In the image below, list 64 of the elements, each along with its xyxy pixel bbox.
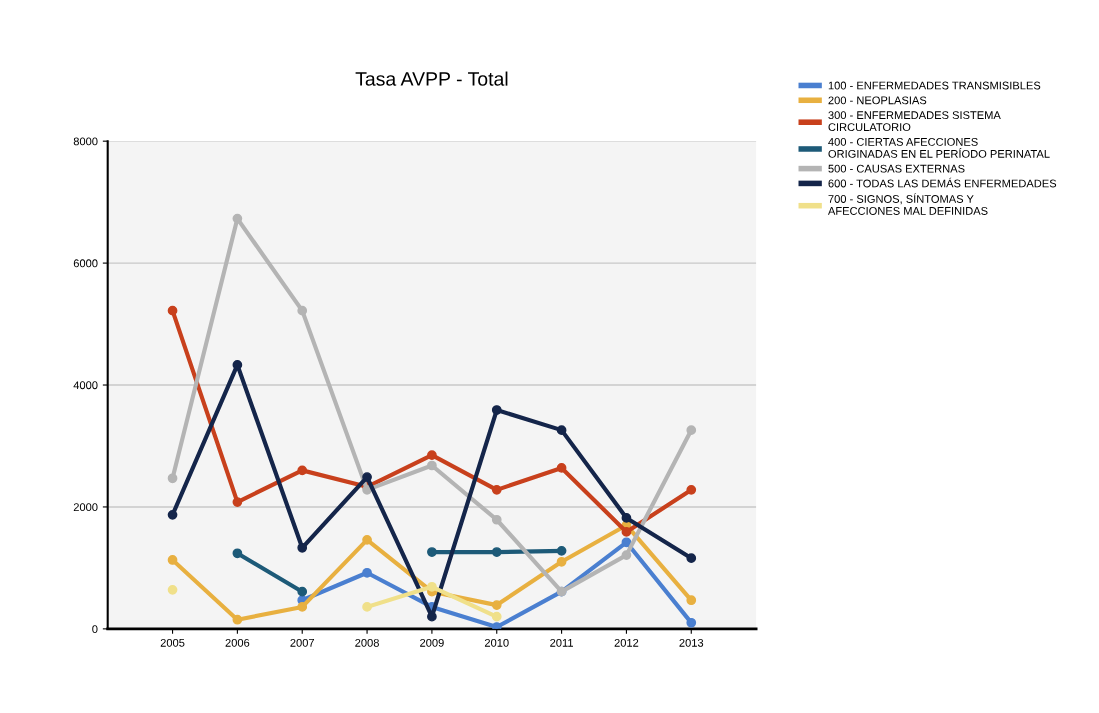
point xyxy=(686,595,697,606)
point xyxy=(427,581,437,592)
point xyxy=(167,555,178,565)
legend-label: 700 - SIGNOS, SÍNTOMAS Y AFECCIONES MAL DEFINIDAS xyxy=(827,193,988,215)
point xyxy=(491,600,502,610)
point xyxy=(621,537,632,548)
legend-label: 200 - NEOPLASIAS xyxy=(828,96,927,105)
point xyxy=(491,547,502,557)
point xyxy=(297,602,308,612)
y-tick-label: 6000 xyxy=(73,259,98,268)
point xyxy=(556,556,567,567)
point xyxy=(686,485,697,495)
x-tick-label: 2012 xyxy=(614,638,639,647)
point xyxy=(362,602,372,612)
point xyxy=(167,305,178,316)
legend-label: 300 - ENFERMEDADES SISTEMA CIRCULATORIO xyxy=(828,111,1001,132)
x-tick-label: 2007 xyxy=(290,638,315,647)
x-tick-label: 2010 xyxy=(484,638,509,647)
point xyxy=(167,584,178,595)
y-tick-label: 4000 xyxy=(73,381,98,390)
x-tick-label: 2005 xyxy=(160,638,185,647)
point xyxy=(297,586,308,597)
point xyxy=(621,550,632,560)
point xyxy=(427,450,437,460)
point xyxy=(427,460,437,471)
x-tick-label: 2009 xyxy=(420,638,444,647)
point xyxy=(686,425,697,435)
point xyxy=(362,535,372,545)
point xyxy=(621,527,632,537)
point xyxy=(556,545,567,556)
legend-label: 400 - CIERTAS AFECCIONES ORIGINADAS EN EL PERÍODO PERINATAL xyxy=(828,137,1050,158)
x-tick-label: 2011 xyxy=(550,638,573,647)
point xyxy=(167,473,178,484)
legend-label: 500 - CAUSAS EXTERNAS xyxy=(828,164,965,173)
point xyxy=(556,425,567,435)
point xyxy=(427,547,437,557)
point xyxy=(491,405,502,415)
x-tick-label: 2013 xyxy=(679,638,704,647)
y-tick-label: 2000 xyxy=(73,503,98,512)
point xyxy=(297,465,308,476)
point xyxy=(167,510,178,520)
point xyxy=(686,553,697,564)
point xyxy=(556,463,567,473)
point xyxy=(491,611,502,622)
point xyxy=(232,548,243,559)
point xyxy=(686,617,697,628)
x-tick-label: 2008 xyxy=(355,638,379,647)
legend-label: 600 - TODAS LAS DEMÁS ENFERMEDADES xyxy=(828,177,1057,188)
legend-label: 100 - ENFERMEDADES TRANSMISIBLES xyxy=(828,81,1041,90)
point xyxy=(491,485,502,495)
point xyxy=(297,305,308,316)
x-tick-label: 2006 xyxy=(225,638,250,647)
y-tick-label: 8000 xyxy=(73,137,98,146)
point xyxy=(621,513,632,523)
point xyxy=(297,542,308,553)
point xyxy=(232,497,243,507)
point xyxy=(491,514,502,525)
point xyxy=(232,360,243,370)
point xyxy=(232,213,243,224)
chart-title: Tasa AVPP - Total xyxy=(355,71,508,86)
point xyxy=(362,472,372,482)
y-tick-label: 0 xyxy=(92,625,98,633)
point xyxy=(362,567,372,578)
point xyxy=(232,614,243,625)
